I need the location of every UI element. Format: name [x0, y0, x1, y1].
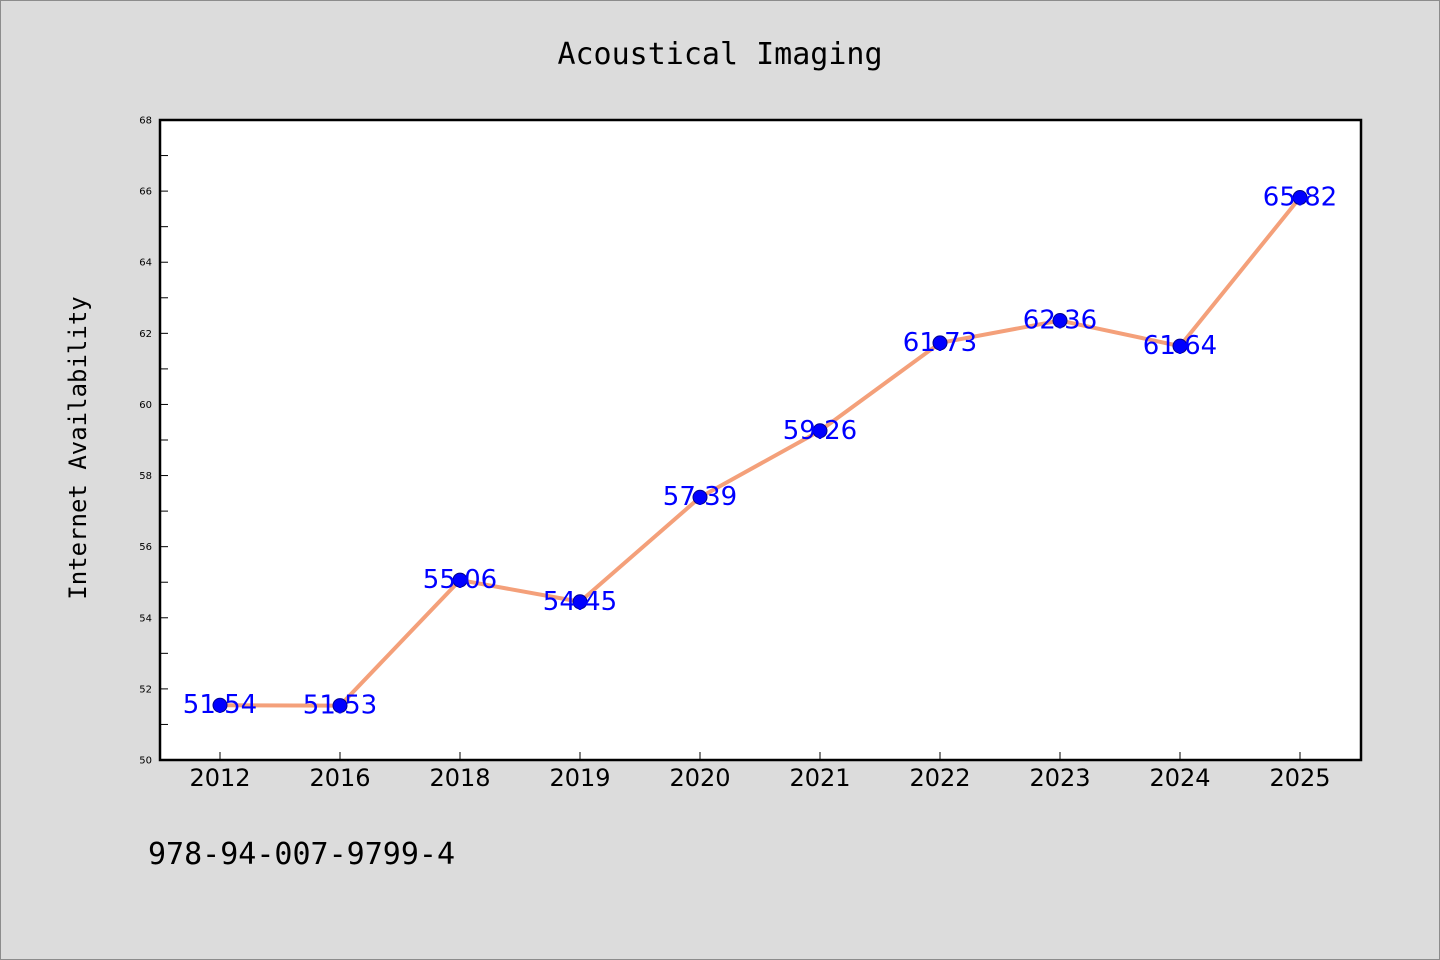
data-point-marker	[1172, 338, 1188, 354]
data-label: 61.64	[1143, 331, 1217, 361]
x-tick-label: 2012	[189, 764, 250, 792]
series-line	[218, 195, 1302, 708]
y-tick-label: 60	[139, 400, 152, 411]
y-tick-label: 54	[139, 613, 152, 624]
data-label: 51.54	[183, 690, 257, 720]
y-tick-label: 58	[139, 471, 152, 482]
x-tick-label: 2021	[789, 764, 850, 792]
data-point-marker	[692, 489, 708, 505]
data-label: 51.53	[303, 691, 377, 721]
y-tick-label: 52	[139, 684, 152, 695]
x-tick-label: 2025	[1269, 764, 1330, 792]
data-point-marker	[452, 572, 468, 588]
y-axis-label: Internet Availability	[64, 296, 92, 599]
data-label: 55.06	[423, 565, 497, 595]
x-tick-label: 2018	[429, 764, 490, 792]
data-label: 59.26	[783, 416, 857, 446]
x-tick-label: 2024	[1149, 764, 1210, 792]
data-point-marker	[212, 697, 228, 713]
data-label: 62.36	[1023, 306, 1097, 336]
data-label: 57.39	[663, 482, 737, 512]
x-axis: 2012 2016 2018 2019 2020 2021 2022 2023 2024 2025	[189, 752, 1331, 792]
x-tick-label: 2022	[909, 764, 970, 792]
x-tick-label: 2023	[1029, 764, 1090, 792]
y-tick-label: 64	[139, 258, 152, 269]
isbn-footer: 978-94-007-9799-4	[148, 837, 455, 872]
data-point-marker	[572, 594, 588, 610]
data-label: 54.45	[543, 587, 617, 617]
data-label: 61.73	[903, 328, 977, 358]
y-axis: 50 52 54 56 58 60 62 64 66 68	[139, 116, 168, 767]
data-point-marker	[932, 335, 948, 351]
data-point-marker	[1292, 190, 1308, 206]
y-tick-label: 62	[139, 329, 152, 340]
y-tick-label: 56	[139, 542, 152, 553]
data-point-marker	[1052, 313, 1068, 329]
y-tick-label: 66	[139, 187, 152, 198]
plot-area	[160, 120, 1361, 760]
chart-title: Acoustical Imaging	[557, 37, 882, 72]
data-label: 65.82	[1263, 183, 1337, 213]
data-point-marker	[332, 698, 348, 714]
x-tick-label: 2019	[549, 764, 610, 792]
x-tick-label: 2016	[309, 764, 370, 792]
data-points	[212, 190, 1308, 714]
data-labels: 51.54 51.53 55.06 54.45 57.39 59.26 61.73 62.36…	[183, 183, 1337, 721]
y-tick-label: 50	[139, 756, 152, 767]
data-point-marker	[812, 423, 828, 439]
series-line-group	[218, 195, 1302, 708]
plot-border	[158, 118, 1363, 762]
x-tick-label: 2020	[669, 764, 730, 792]
y-tick-label: 68	[139, 116, 152, 127]
